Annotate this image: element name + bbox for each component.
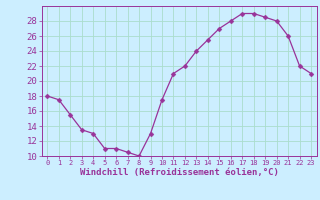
X-axis label: Windchill (Refroidissement éolien,°C): Windchill (Refroidissement éolien,°C) — [80, 168, 279, 177]
